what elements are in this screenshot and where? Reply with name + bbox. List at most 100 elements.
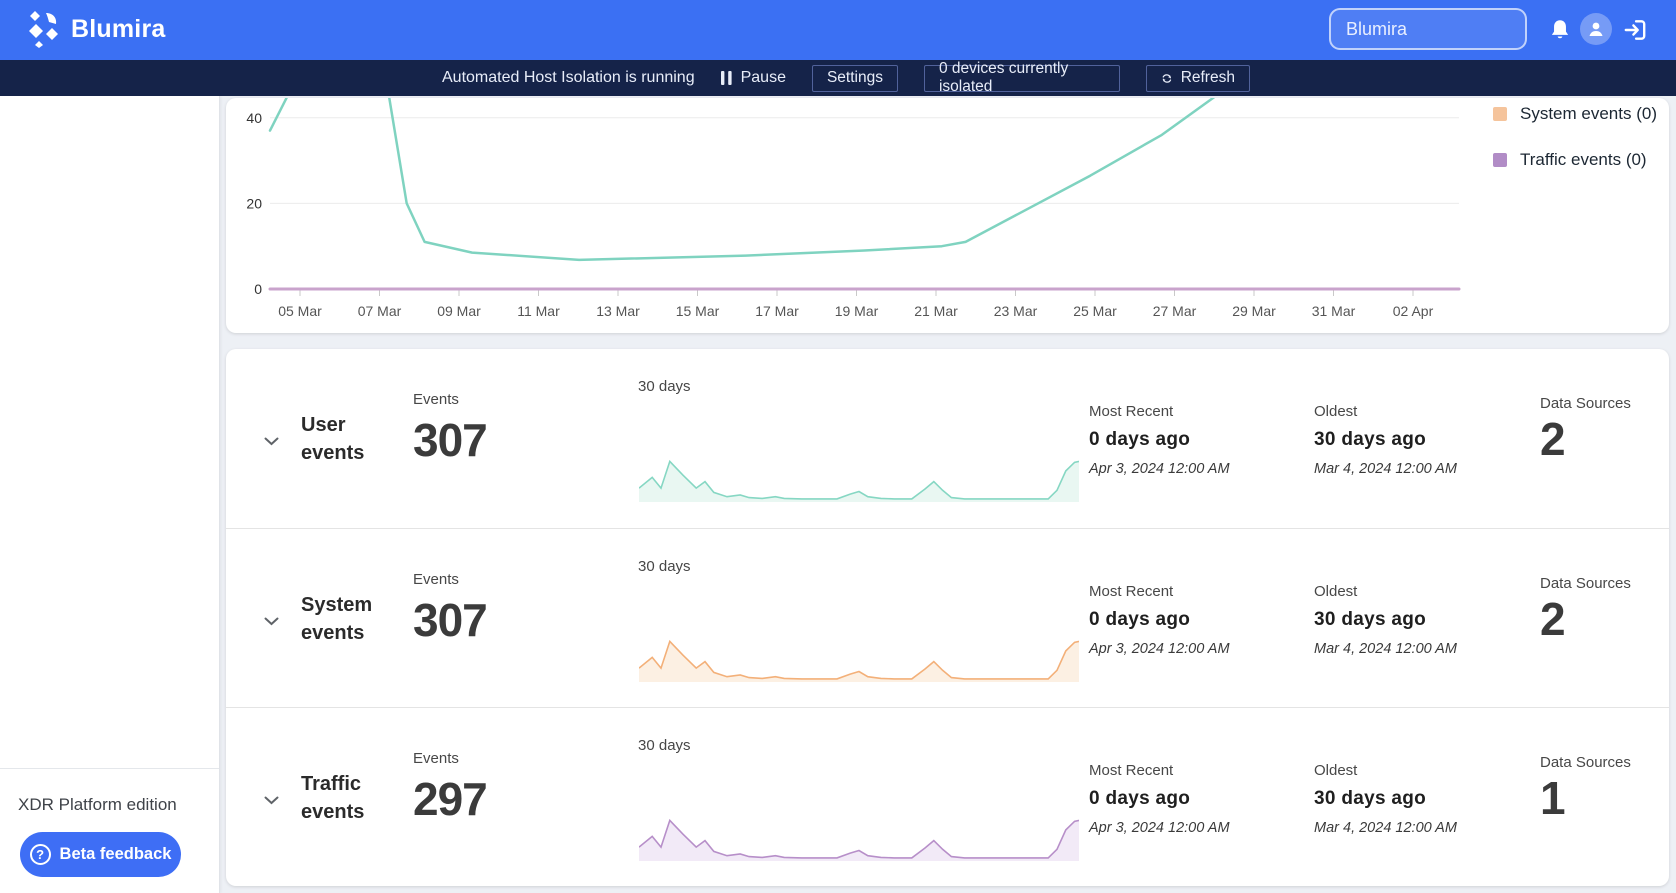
svg-text:25 Mar: 25 Mar — [1073, 303, 1117, 319]
legend-item-system-events[interactable]: System events (0) — [1493, 103, 1657, 125]
user-avatar[interactable] — [1580, 13, 1612, 45]
row-title: System events — [301, 594, 373, 644]
oldest-value: 30 days ago — [1314, 609, 1427, 630]
events-count-column: Events 297 — [413, 750, 488, 825]
settings-label: Settings — [826, 69, 883, 86]
chart-legend: System events (0) Traffic events (0) — [1493, 103, 1657, 195]
settings-button[interactable]: Settings — [811, 64, 898, 92]
question-mark-icon: ? — [29, 844, 51, 865]
oldest-date: Mar 4, 2024 12:00 AM — [1314, 461, 1457, 477]
svg-text:0: 0 — [254, 281, 262, 297]
refresh-button[interactable]: Refresh — [1145, 64, 1250, 92]
data-sources-label: Data Sources — [1540, 754, 1631, 771]
oldest-label: Oldest — [1314, 403, 1358, 420]
svg-text:31 Mar: 31 Mar — [1312, 303, 1356, 319]
most-recent-value: 0 days ago — [1089, 429, 1191, 450]
svg-text:21 Mar: 21 Mar — [914, 303, 958, 319]
most-recent-column: Most Recent 0 days ago Apr 3, 2024 12:00… — [1089, 762, 1230, 836]
legend-item-traffic-events[interactable]: Traffic events (0) — [1493, 149, 1657, 171]
svg-text:09 Mar: 09 Mar — [437, 303, 481, 319]
host-isolation-bar: Automated Host Isolation is running Paus… — [0, 60, 1676, 96]
most-recent-value: 0 days ago — [1089, 609, 1191, 630]
edition-label: XDR Platform edition — [18, 795, 177, 814]
events-label: Events — [413, 571, 459, 588]
event-summary-card: User events Events 307 30 days Most Rece… — [226, 349, 1669, 886]
row-title: User events — [301, 414, 365, 464]
brand-name: Blumira — [71, 14, 166, 43]
oldest-column: Oldest 30 days ago Mar 4, 2024 12:00 AM — [1314, 762, 1457, 836]
traffic-events-swatch — [1493, 153, 1507, 167]
sign-out-icon[interactable] — [1622, 17, 1648, 43]
data-sources-column: Data Sources 1 — [1540, 754, 1631, 823]
most-recent-column: Most Recent 0 days ago Apr 3, 2024 12:00… — [1089, 583, 1230, 657]
sidebar-divider — [0, 768, 219, 769]
most-recent-date: Apr 3, 2024 12:00 AM — [1089, 461, 1230, 477]
data-sources-label: Data Sources — [1540, 395, 1631, 412]
pause-icon — [720, 71, 732, 85]
events-label: Events — [413, 750, 459, 767]
person-icon — [1589, 22, 1603, 36]
system-events-swatch — [1493, 107, 1507, 121]
oldest-value: 30 days ago — [1314, 429, 1427, 450]
svg-text:17 Mar: 17 Mar — [755, 303, 799, 319]
events-count-column: Events 307 — [413, 571, 488, 646]
user-events-sparkline — [639, 456, 1079, 502]
user-events-row: User events Events 307 30 days Most Rece… — [226, 349, 1669, 528]
refresh-icon — [1162, 73, 1172, 83]
data-sources-label: Data Sources — [1540, 575, 1631, 592]
notification-bell-icon[interactable] — [1547, 17, 1573, 43]
events-count-column: Events 307 — [413, 391, 488, 466]
chevron-down-icon[interactable] — [264, 433, 279, 451]
refresh-label: Refresh — [1180, 69, 1235, 86]
beta-feedback-button[interactable]: ? Beta feedback — [20, 832, 181, 877]
beta-feedback-label: Beta feedback — [59, 845, 172, 863]
data-sources-column: Data Sources 2 — [1540, 395, 1631, 464]
app-header: Blumira Blumira — [0, 0, 1676, 60]
most-recent-label: Most Recent — [1089, 403, 1174, 420]
events-value: 307 — [413, 414, 488, 466]
most-recent-label: Most Recent — [1089, 762, 1174, 779]
data-sources-value: 2 — [1540, 413, 1566, 465]
legend-label: System events (0) — [1520, 104, 1657, 123]
most-recent-label: Most Recent — [1089, 583, 1174, 600]
system-events-sparkline — [639, 636, 1079, 682]
events-value: 297 — [413, 773, 488, 825]
svg-text:20: 20 — [246, 195, 262, 211]
brand[interactable]: Blumira — [26, 10, 165, 48]
chevron-down-icon[interactable] — [264, 613, 279, 631]
events-trend-chart-card: 0 20 40 05 Mar 07 Mar 09 Mar 11 Mar 13 Mar 15 Ma… — [226, 98, 1669, 333]
isolated-devices-label: 0 devices currently isolated — [938, 60, 1069, 95]
pause-button[interactable]: Pause — [720, 69, 786, 87]
blumira-logo-icon — [29, 11, 58, 48]
events-label: Events — [413, 391, 459, 408]
svg-text:27 Mar: 27 Mar — [1153, 303, 1197, 319]
events-value: 307 — [413, 594, 488, 646]
legend-label: Traffic events (0) — [1520, 150, 1647, 169]
traffic-events-sparkline — [639, 815, 1079, 861]
svg-text:29 Mar: 29 Mar — [1232, 303, 1276, 319]
row-title: Traffic events — [301, 773, 365, 823]
isolation-status-text: Automated Host Isolation is running — [442, 69, 695, 86]
svg-text:02 Apr: 02 Apr — [1393, 303, 1434, 319]
data-sources-value: 2 — [1540, 593, 1566, 645]
svg-text:19 Mar: 19 Mar — [835, 303, 879, 319]
window-label: 30 days — [638, 378, 691, 395]
window-label: 30 days — [638, 737, 691, 754]
svg-text:13 Mar: 13 Mar — [596, 303, 640, 319]
isolated-devices-counter[interactable]: 0 devices currently isolated — [923, 60, 1120, 95]
svg-text:15 Mar: 15 Mar — [676, 303, 720, 319]
events-trend-chart: 0 20 40 05 Mar 07 Mar 09 Mar 11 Mar 13 Mar 15 Ma… — [246, 98, 1461, 319]
org-search-input[interactable]: Blumira — [1329, 8, 1527, 50]
oldest-date: Mar 4, 2024 12:00 AM — [1314, 820, 1457, 836]
svg-text:11 Mar: 11 Mar — [517, 303, 560, 319]
svg-text:05 Mar: 05 Mar — [278, 303, 322, 319]
chevron-down-icon[interactable] — [264, 792, 279, 810]
window-label: 30 days — [638, 558, 691, 575]
most-recent-value: 0 days ago — [1089, 788, 1191, 809]
oldest-column: Oldest 30 days ago Mar 4, 2024 12:00 AM — [1314, 403, 1457, 477]
traffic-events-row: Traffic events Events 297 30 days Most R… — [226, 707, 1669, 886]
sidebar: XDR Platform edition ? Beta feedback — [0, 96, 220, 893]
oldest-label: Oldest — [1314, 583, 1358, 600]
oldest-date: Mar 4, 2024 12:00 AM — [1314, 641, 1457, 657]
